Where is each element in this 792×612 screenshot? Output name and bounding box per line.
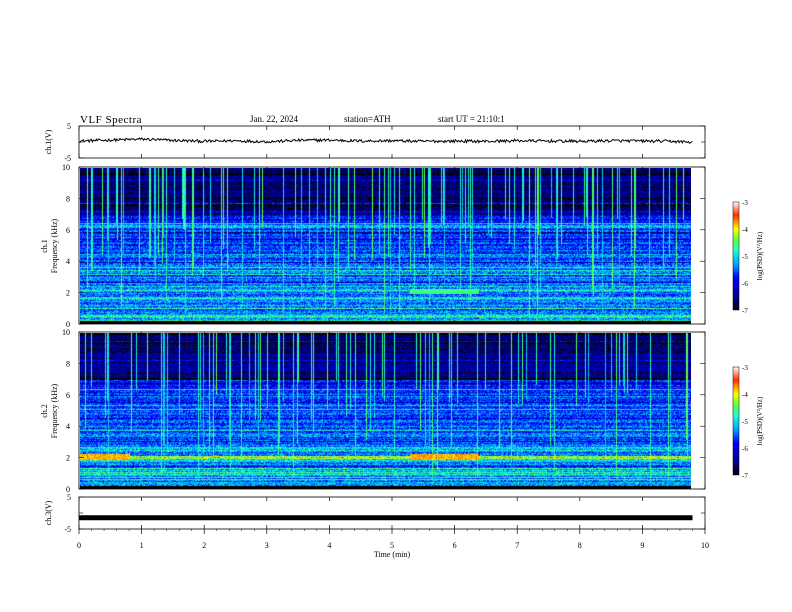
y-tick-label: 0	[66, 320, 70, 329]
x-tick-label: 7	[515, 541, 519, 550]
ch3-waveform-ylabel: ch.3(V)	[44, 500, 53, 525]
ch1-frequency-ylabel: Frequency (kHz)	[50, 218, 59, 273]
x-tick-label: 0	[77, 541, 81, 550]
station-label: station=ATH	[344, 114, 391, 124]
y-tick-label: 4	[66, 257, 70, 266]
y-tick-label: 5	[67, 122, 71, 131]
ch2-colorbar-label: log(PSD)(V²/Hz)	[756, 396, 764, 445]
x-tick-label: 4	[327, 541, 331, 550]
x-axis-label: Time (min)	[374, 550, 411, 559]
x-axis: 0 1 2 3 4 5 6 7 8 9 10	[77, 126, 709, 550]
start-time-label: start UT = 21:10:1	[438, 114, 505, 124]
ch2-colorbar: -3 -4 -5 -6 -7 log(PSD)(V²/Hz)	[732, 364, 764, 480]
y-tick-label: 6	[66, 226, 70, 235]
ch1-channel-label: ch.1	[40, 239, 49, 253]
ch1-spectrogram-panel: 0 2 4 6 8 10	[62, 163, 706, 329]
colorbar-tick-label: -4	[742, 226, 748, 234]
x-tick-label: 3	[265, 541, 269, 550]
y-tick-label: 2	[66, 454, 70, 463]
x-tick-label: 8	[578, 541, 582, 550]
ch2-spectrogram-panel: 0 2 4 6 8 10	[62, 328, 706, 494]
y-tick-label: 8	[66, 194, 70, 203]
colorbar-tick-label: -5	[742, 418, 748, 426]
ch2-spectrogram-image	[80, 333, 691, 489]
colorbar-tick-label: -7	[742, 307, 748, 315]
y-tick-label: 5	[67, 493, 71, 502]
y-tick-label: 8	[66, 359, 70, 368]
ch2-channel-label: ch.2	[40, 404, 49, 418]
colorbar-tick-label: -4	[742, 391, 748, 399]
x-tick-label: 5	[390, 541, 394, 550]
ch2-frequency-ylabel: Frequency (kHz)	[50, 383, 59, 438]
x-tick-label: 6	[453, 541, 457, 550]
chart-title: VLF Spectra	[80, 114, 143, 126]
y-tick-label: 0	[66, 485, 70, 494]
x-tick-label: 1	[140, 541, 144, 550]
y-tick-label: -5	[64, 525, 71, 534]
ch1-colorbar-label: log(PSD)(V²/Hz)	[756, 231, 764, 280]
y-tick-label: 10	[62, 163, 70, 172]
y-tick-label: 2	[66, 289, 70, 298]
y-tick-label: 4	[66, 422, 70, 431]
x-tick-label: 9	[640, 541, 644, 550]
ch3-waveform-panel: 5 -5	[64, 493, 706, 534]
ch1-colorbar: -3 -4 -5 -6 -7 log(PSD)(V²/Hz)	[732, 199, 764, 315]
colorbar-tick-label: -3	[742, 199, 748, 207]
x-tick-label: 10	[701, 541, 709, 550]
ch1-waveform-line	[79, 137, 693, 145]
date-label: Jan. 22, 2024	[250, 114, 298, 124]
y-tick-label: 6	[66, 391, 70, 400]
colorbar-tick-label: -7	[742, 472, 748, 480]
ch1-waveform-panel: 5 -5	[64, 122, 706, 163]
ch1-waveform-ylabel: ch.1(V)	[44, 129, 53, 154]
y-tick-label: -5	[64, 154, 71, 163]
colorbar-tick-label: -5	[742, 253, 748, 261]
ch1-spectrogram-image	[80, 168, 691, 324]
y-tick-label: 10	[62, 328, 70, 337]
colorbar-tick-label: -3	[742, 364, 748, 372]
x-tick-label: 2	[202, 541, 206, 550]
colorbar-tick-label: -6	[742, 280, 748, 288]
colorbar-tick-label: -6	[742, 445, 748, 453]
